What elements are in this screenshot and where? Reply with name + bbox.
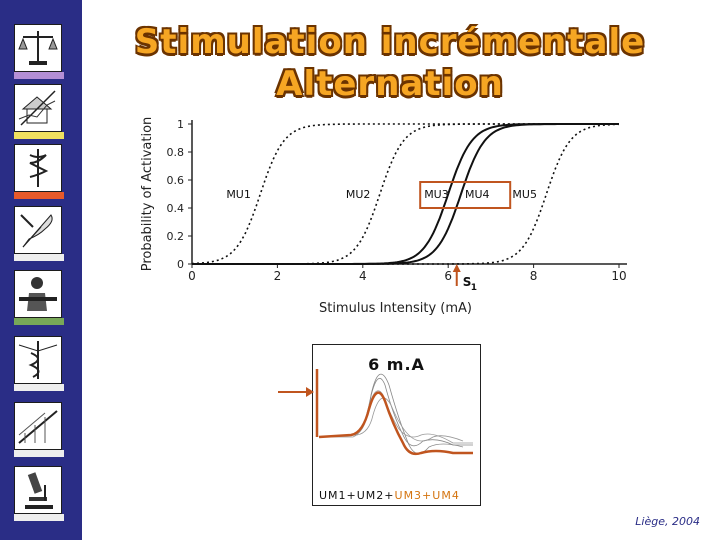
x-axis-label: Stimulus Intensity (mA) [319,301,472,316]
y-tick-label-1: 0.2 [167,230,185,243]
curve-label-mu2: MU2 [346,188,371,201]
s1-arrow-head [452,264,461,272]
curve-label-mu3: MU3 [424,188,449,201]
x-tick-label-5: 10 [611,269,626,283]
y-tick-label-5: 1 [177,118,184,131]
sidebar-bar-6 [14,384,64,391]
curve-label-mu1: MU1 [226,188,251,201]
trace-faint-4 [318,397,464,442]
mu3-mu4-highlight-box [419,181,512,209]
curve-mu4 [192,123,619,265]
s1-subscript: 1 [471,283,477,293]
chart-axes [188,120,627,268]
y-tick-label-0: 0 [177,258,184,271]
y-tick-label-2: 0.4 [167,202,185,215]
chart-curves [191,123,620,286]
caduceus-wings-icon [14,336,62,384]
y-tick-label-4: 0.8 [167,146,185,159]
house-chart-icon [14,84,62,132]
curve-mu2 [192,123,619,265]
emg-trace-panel: 6 m.A UM1+UM2+UM3+UM4 [312,344,481,506]
caduceus-icon [14,144,62,192]
footer-location-date: Liège, 2004 [635,515,700,528]
curve-label-mu4: MU4 [465,188,490,201]
y-tick-label-3: 0.6 [167,174,185,187]
sidebar-bar-7 [14,450,64,457]
sidebar-bar-1 [14,72,64,79]
x-tick-label-0: 0 [188,269,196,283]
person-reading-icon [14,270,62,318]
y-axis-label: Probability of Activation [140,117,155,272]
scales-icon [14,24,62,72]
sidebar-bar-5 [14,318,64,325]
quill-icon [14,206,62,254]
trace-sum-part1: UM1+UM2+ [319,489,395,502]
x-tick-label-4: 8 [530,269,538,283]
microscope-icon [14,466,62,514]
title-line-1: Stimulation incrémentale [134,22,646,62]
emg-trace-svg [315,369,473,456]
x-tick-label-2: 4 [359,269,367,283]
x-tick-label-1: 2 [274,269,282,283]
curve-mu5 [192,123,620,265]
s1-label: S [463,275,472,289]
curve-mu1 [191,123,619,265]
sidebar-bar-3 [14,192,64,199]
trace-intensity-label: 6 m.A [368,355,425,374]
curve-mu3 [192,123,619,265]
x-tick-label-3: 6 [444,269,452,283]
trace-arrow-icon [278,387,314,397]
trace-main [318,391,473,456]
trace-sum-part2: UM3+UM4 [394,489,460,502]
sidebar-bar-4 [14,254,64,261]
trace-sum-label: UM1+UM2+UM3+UM4 [319,489,460,502]
sidebar-bar-8 [14,514,64,521]
sidebar [0,0,82,540]
title-line-2: Alternation [276,64,504,104]
curve-label-mu5: MU5 [512,188,537,201]
sidebar-bar-2 [14,132,64,139]
bridge-icon [14,402,62,450]
